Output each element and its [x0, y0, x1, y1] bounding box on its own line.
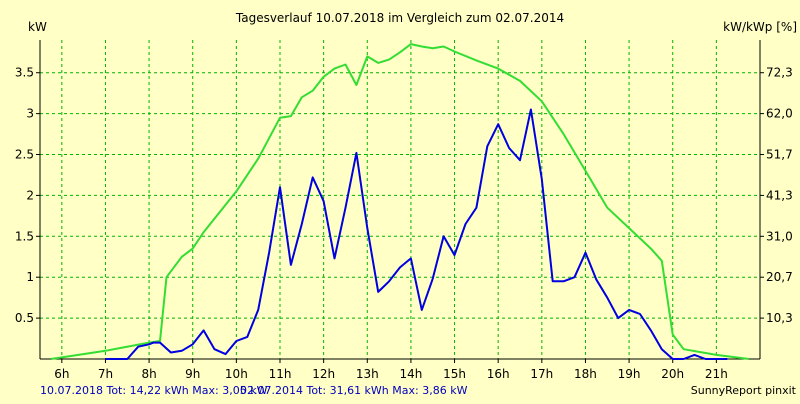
- x-tick-label: 14h: [399, 367, 422, 381]
- y-tick-label-right: 41,3: [766, 188, 793, 202]
- x-tick-label: 19h: [618, 367, 641, 381]
- x-tick-label: 17h: [530, 367, 553, 381]
- y-tick-label-left: 3.5: [15, 66, 34, 80]
- y-axis-left-label: kW: [28, 20, 47, 34]
- chart-title: Tagesverlauf 10.07.2018 im Vergleich zum…: [235, 11, 564, 25]
- y-tick-label-left: 2.5: [15, 148, 34, 162]
- footer-credit: SunnyReport pinxit: [691, 384, 797, 397]
- x-tick-label: 7h: [98, 367, 113, 381]
- footer-series-2018: 10.07.2018 Tot: 14,22 kWh Max: 3,05 kW: [40, 384, 268, 397]
- y-tick-label-right: 51,7: [766, 148, 793, 162]
- x-tick-label: 11h: [269, 367, 292, 381]
- grid-layer: [40, 40, 760, 359]
- series-line-2018: [105, 108, 728, 360]
- series-line-2014: [50, 43, 750, 360]
- footer-series-2014: 02.07.2014 Tot: 31,61 kWh Max: 3,86 kW: [240, 384, 468, 397]
- x-tick-label: 16h: [487, 367, 510, 381]
- x-tick-label: 20h: [661, 367, 684, 381]
- x-tick-label: 21h: [705, 367, 728, 381]
- tick-layer: 6h 7h 8h 9h 10h 11h 12h 13h 14h 15h 16h 17h 18h 19h 20…: [15, 66, 793, 381]
- x-tick-label: 13h: [356, 367, 379, 381]
- y-tick-label-left: 1.5: [15, 229, 34, 243]
- x-tick-label: 12h: [312, 367, 335, 381]
- y-tick-label-left: 0.5: [15, 311, 34, 325]
- y-tick-label-left: 2: [26, 188, 34, 202]
- axis-layer: [36, 40, 764, 363]
- y-tick-label-right: 62,0: [766, 107, 793, 121]
- y-tick-label-left: 3: [26, 107, 34, 121]
- y-tick-label-right: 31,0: [766, 229, 793, 243]
- y-tick-label-left: 1: [26, 270, 34, 284]
- x-tick-label: 6h: [54, 367, 69, 381]
- x-tick-label: 9h: [185, 367, 200, 381]
- x-tick-label: 8h: [141, 367, 156, 381]
- series-layer: [50, 43, 750, 360]
- y-tick-label-right: 10,3: [766, 311, 793, 325]
- y-axis-right-label: kW/kWp [%]: [723, 20, 797, 34]
- y-tick-label-right: 72,3: [766, 66, 793, 80]
- x-tick-label: 10h: [225, 367, 248, 381]
- y-tick-label-right: 20,7: [766, 270, 793, 284]
- x-tick-label: 18h: [574, 367, 597, 381]
- x-tick-label: 15h: [443, 367, 466, 381]
